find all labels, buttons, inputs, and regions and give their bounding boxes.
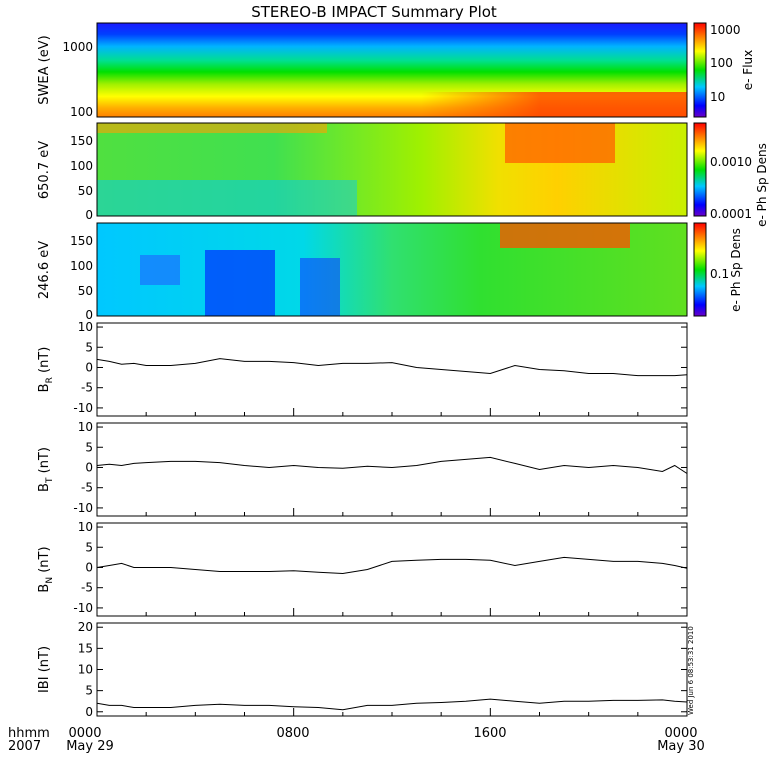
swea-ylabel: SWEA (eV) — [37, 35, 52, 104]
bn-ylabel: BN (nT) — [37, 546, 55, 592]
bmag-ytick-label: 5 — [85, 684, 93, 698]
pad650-ytick-50: 50 — [78, 184, 93, 198]
pad650-cbar-label: e- Ph Sp Dens — [755, 143, 769, 227]
swea-cbar-label: e- Flux — [741, 50, 755, 90]
generation-timestamp: Wed Jun 6 08:53:31 2010 — [687, 626, 695, 715]
br-ytick-label: 10 — [78, 320, 93, 334]
br-frame — [96, 322, 688, 417]
pad650-cool-region — [97, 180, 357, 216]
bt-ylabel: BT (nT) — [37, 447, 55, 492]
time-tick-0000-end: 0000 — [664, 726, 697, 741]
time-axis-row2-label: 2007 — [8, 739, 41, 754]
pad246-colorbar — [693, 222, 707, 317]
pad650-colorbar — [693, 122, 707, 217]
swea-panel: SWEA (eV) 1000 100 1000 100 10 e- Flux — [37, 22, 755, 119]
pad650-cbar-tick-0001: 0.0001 — [710, 207, 752, 221]
bmag-ytick-label: 10 — [78, 663, 93, 677]
br-ytick-label: -5 — [81, 381, 93, 395]
bt-ytick-label: -5 — [81, 481, 93, 495]
plot-title: STEREO-B IMPACT Summary Plot — [251, 3, 497, 21]
br-ytick-label: 5 — [85, 340, 93, 354]
bmag-ytick-label: 20 — [78, 620, 93, 634]
bt-ytick-label: -10 — [73, 501, 93, 515]
pad246-hot-region — [500, 223, 630, 248]
bmag-series-line — [96, 698, 688, 711]
br-panel: 10 5 0 -5 -10 BR (nT) — [37, 320, 688, 417]
pad246-panel: 246.6 eV 150 100 50 0 0.1 e- Ph Sp Dens — [37, 222, 743, 322]
br-ytick-label: 0 — [85, 360, 93, 374]
br-ylabel: BR (nT) — [37, 347, 55, 393]
pad650-ylabel: 650.7 eV — [37, 141, 52, 199]
pad650-ytick-0: 0 — [85, 208, 93, 222]
pad650-frame — [96, 122, 688, 217]
pad650-hot-region — [505, 123, 615, 163]
bn-ytick-label: 5 — [85, 540, 93, 554]
bt-ytick-label: 5 — [85, 440, 93, 454]
pad246-frame — [96, 222, 688, 317]
pad246-ytick-150: 150 — [70, 234, 93, 248]
bt-ytick-label: 10 — [78, 420, 93, 434]
bn-panel: 10 5 0 -5 -10 BN (nT) — [37, 520, 688, 617]
bt-series-line — [96, 456, 688, 474]
swea-colorbar — [693, 22, 707, 118]
time-axis: hhmm 2007 0000 May 29 0800 1600 0000 May… — [8, 726, 705, 754]
swea-ytick-100: 100 — [70, 105, 93, 119]
bmag-ytick-label: 15 — [78, 641, 93, 655]
bmag-panel: 20 15 10 5 0 IBI (nT) — [37, 620, 688, 719]
pad246-ytick-0: 0 — [85, 308, 93, 322]
swea-frame — [96, 22, 688, 118]
pad246-ytick-100: 100 — [70, 259, 93, 273]
pad246-cbar-label: e- Ph Sp Dens — [729, 228, 743, 312]
pad650-panel: 650.7 eV 150 100 50 0 0.0010 0.0001 e- P… — [37, 122, 769, 227]
swea-heatmap-late-flux — [97, 92, 687, 117]
bmag-ylabel: IBI (nT) — [37, 646, 52, 693]
bt-ytick-label: 0 — [85, 460, 93, 474]
swea-cbar-tick-100: 100 — [710, 56, 733, 70]
pad246-blue-patch-1 — [140, 255, 180, 285]
time-tick-1600: 1600 — [473, 726, 506, 741]
time-tick-date-end: May 30 — [657, 739, 705, 754]
swea-cbar-tick-1000: 1000 — [710, 23, 741, 37]
time-tick-0800: 0800 — [276, 726, 309, 741]
bn-series-line — [96, 556, 688, 575]
pad246-cbar-tick-01: 0.1 — [710, 267, 729, 281]
time-axis-row1-label: hhmm — [8, 726, 50, 741]
magnetic-field-panels: 10 5 0 -5 -10 BR (nT) 10 5 0 -5 -10 BT (nT) 10 5 0 -5 -1… — [37, 320, 688, 719]
bn-ytick-label: 10 — [78, 520, 93, 534]
br-ytick-label: -10 — [73, 401, 93, 415]
swea-ytick-1000: 1000 — [62, 40, 93, 54]
bn-frame — [96, 522, 688, 617]
bn-ytick-label: 0 — [85, 560, 93, 574]
pad246-blue-patch-2 — [205, 250, 275, 316]
swea-cbar-tick-10: 10 — [710, 90, 725, 104]
bt-panel: 10 5 0 -5 -10 BT (nT) — [37, 420, 688, 517]
pad650-ytick-150: 150 — [70, 134, 93, 148]
pad650-hot-top — [97, 123, 327, 133]
bmag-frame — [96, 622, 688, 717]
br-series-line — [96, 358, 688, 377]
pad650-cbar-tick-0010: 0.0010 — [710, 155, 752, 169]
pad246-ylabel: 246.6 eV — [37, 241, 52, 299]
bmag-ytick-label: 0 — [85, 705, 93, 719]
bn-ytick-label: -10 — [73, 601, 93, 615]
time-tick-0000-start: 0000 — [68, 726, 101, 741]
time-tick-date-start: May 29 — [66, 739, 114, 754]
pad246-ytick-50: 50 — [78, 284, 93, 298]
pad246-blue-patch-3 — [300, 258, 340, 316]
pad650-ytick-100: 100 — [70, 159, 93, 173]
bt-frame — [96, 422, 688, 517]
bn-ytick-label: -5 — [81, 581, 93, 595]
